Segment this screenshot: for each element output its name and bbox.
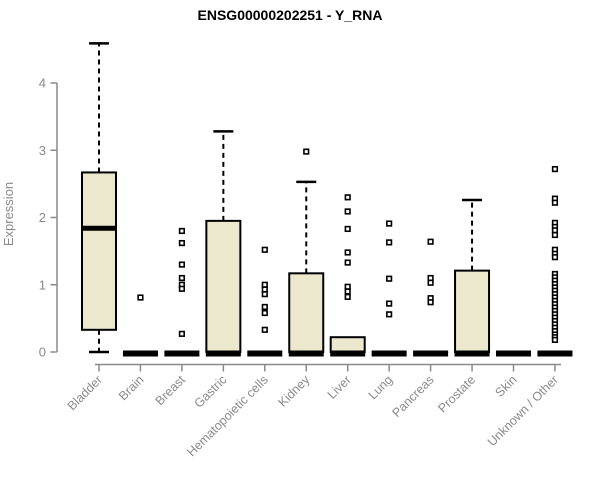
box-group-hematopoietic-cells: [247, 246, 283, 357]
iqr-box: [454, 269, 491, 353]
outlier-point: [303, 148, 310, 155]
box-group-pancreas: [413, 238, 449, 357]
outlier-point: [261, 291, 268, 298]
chart-title: ENSG00000202251 - Y_RNA: [197, 7, 383, 23]
box-group-breast: [164, 227, 200, 357]
median-bar: [330, 350, 366, 357]
x-tick-label-bladder: Bladder: [65, 373, 105, 413]
outlier-point: [261, 246, 268, 253]
x-tick-label-breast: Breast: [153, 372, 189, 408]
median-bar: [537, 350, 573, 357]
x-tick-label-unknown-other: Unknown / Other: [485, 373, 561, 449]
box-group-skin: [496, 350, 531, 357]
box-group-brain: [122, 294, 158, 357]
outlier-point: [386, 311, 393, 318]
box-group-prostate: [454, 198, 491, 357]
box-group-lung: [371, 220, 407, 357]
median-bar: [454, 350, 490, 357]
outlier-point: [344, 225, 351, 233]
x-tick-label-brain: Brain: [116, 373, 147, 404]
x-tick-label-prostate: Prostate: [435, 373, 478, 416]
median-bar: [413, 350, 449, 357]
iqr-box: [205, 219, 242, 353]
box-group-liver: [329, 194, 366, 357]
iqr-box: [81, 171, 117, 331]
outlier-point: [261, 309, 268, 317]
x-tick-label-gastric: Gastric: [192, 373, 230, 411]
y-axis-title: Expression: [1, 181, 16, 247]
y-tick-label: 0: [39, 345, 46, 360]
median-bar: [371, 350, 407, 357]
iqr-box: [329, 336, 366, 353]
outlier-point: [344, 259, 351, 266]
outlier-point: [344, 293, 351, 300]
outlier-point: [178, 285, 186, 292]
x-tick-label-pancreas: Pancreas: [389, 373, 436, 420]
y-tick-label: 1: [39, 277, 46, 292]
box-group-bladder: [81, 42, 117, 354]
outlier-point: [551, 165, 559, 173]
outlier-point: [551, 254, 559, 261]
outlier-point: [551, 336, 559, 343]
x-tick-label-hematopoietic-cells: Hematopoietic cells: [184, 373, 271, 460]
x-tick-label-skin: Skin: [493, 373, 520, 400]
outlier-point: [386, 275, 393, 282]
outlier-point: [137, 294, 144, 301]
outlier-point: [344, 288, 351, 295]
outlier-point: [427, 299, 434, 306]
x-tick-label-lung: Lung: [366, 373, 396, 403]
outlier-point: [551, 231, 559, 239]
box-group-kidney: [288, 148, 325, 357]
x-tick-label-liver: Liver: [325, 373, 354, 402]
outlier-point: [427, 279, 434, 286]
outlier-point: [178, 239, 186, 247]
outlier-point: [386, 239, 393, 246]
outlier-point: [344, 208, 351, 215]
outlier-point: [344, 249, 351, 256]
outlier-point: [261, 326, 268, 333]
median-bar: [164, 350, 200, 357]
outlier-point: [178, 227, 186, 235]
y-axis: 0 1 2 3 4: [39, 76, 58, 360]
box-group-unknown-other: [537, 165, 573, 357]
x-tick-label-kidney: Kidney: [275, 372, 312, 409]
outlier-point: [178, 261, 186, 268]
outlier-point: [178, 274, 186, 282]
median-bar: [122, 350, 158, 357]
outlier-point: [386, 220, 393, 227]
median-bar: [288, 350, 324, 357]
iqr-box: [288, 272, 325, 354]
box-group-gastric: [205, 130, 242, 357]
outlier-point: [344, 194, 351, 201]
outlier-point: [551, 199, 559, 206]
outlier-point: [261, 303, 268, 311]
y-tick-label: 4: [39, 76, 46, 91]
outlier-point: [427, 238, 434, 245]
outlier-point: [386, 300, 393, 307]
median-bar: [205, 350, 241, 357]
median-bar: [247, 350, 283, 357]
outlier-point: [178, 330, 186, 337]
median-bar: [496, 350, 531, 357]
y-tick-label: 3: [39, 143, 46, 158]
median-bar: [81, 225, 117, 231]
y-tick-label: 2: [39, 210, 46, 225]
